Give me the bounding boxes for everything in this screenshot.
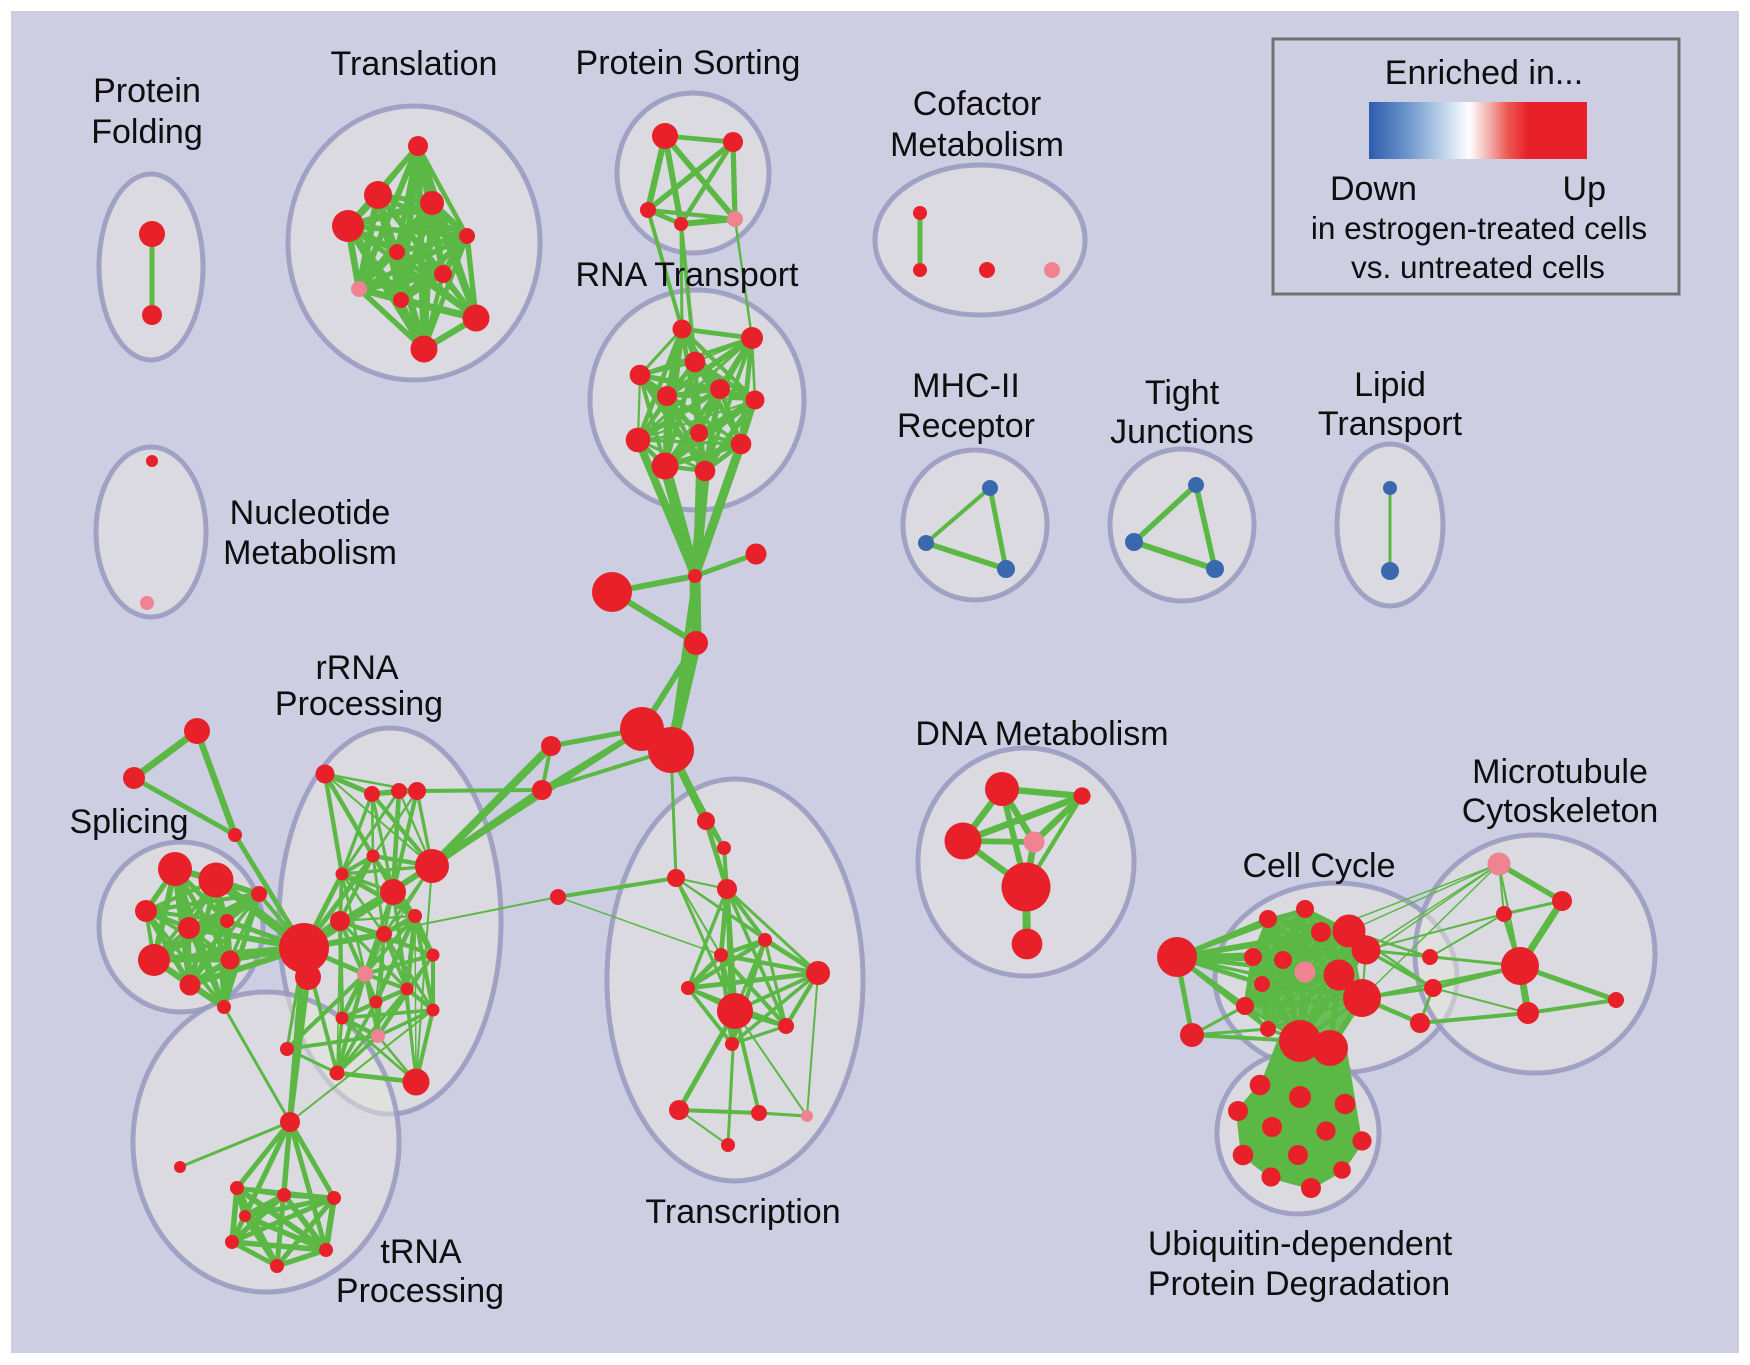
svg-text:rRNA: rRNA bbox=[315, 649, 398, 687]
svg-text:Folding: Folding bbox=[91, 113, 203, 151]
svg-text:Enriched in...: Enriched in... bbox=[1385, 54, 1583, 92]
svg-text:Translation: Translation bbox=[331, 45, 498, 83]
svg-text:in estrogen-treated cells: in estrogen-treated cells bbox=[1311, 210, 1647, 246]
svg-text:vs. untreated cells: vs. untreated cells bbox=[1351, 249, 1605, 285]
svg-text:DNA Metabolism: DNA Metabolism bbox=[915, 715, 1168, 753]
svg-text:Up: Up bbox=[1563, 170, 1606, 208]
svg-text:Processing: Processing bbox=[336, 1272, 504, 1310]
svg-text:Ubiquitin-dependent: Ubiquitin-dependent bbox=[1148, 1225, 1453, 1263]
svg-text:Splicing: Splicing bbox=[69, 803, 188, 841]
svg-text:Lipid: Lipid bbox=[1354, 366, 1426, 404]
svg-text:Protein: Protein bbox=[93, 72, 201, 110]
svg-text:MHC-II: MHC-II bbox=[912, 367, 1020, 405]
svg-text:Tight: Tight bbox=[1145, 374, 1220, 412]
svg-text:Junctions: Junctions bbox=[1110, 413, 1254, 451]
svg-text:Protein Degradation: Protein Degradation bbox=[1148, 1265, 1450, 1303]
svg-text:Metabolism: Metabolism bbox=[223, 534, 397, 572]
svg-text:Processing: Processing bbox=[275, 685, 443, 723]
svg-text:Cell Cycle: Cell Cycle bbox=[1242, 847, 1395, 885]
svg-text:Cytoskeleton: Cytoskeleton bbox=[1462, 792, 1659, 830]
svg-text:Transcription: Transcription bbox=[645, 1193, 840, 1231]
svg-text:RNA Transport: RNA Transport bbox=[576, 256, 800, 294]
svg-text:Protein Sorting: Protein Sorting bbox=[576, 44, 801, 82]
svg-text:Cofactor: Cofactor bbox=[913, 85, 1042, 123]
svg-text:Down: Down bbox=[1330, 170, 1417, 208]
svg-text:Nucleotide: Nucleotide bbox=[230, 494, 391, 532]
svg-text:tRNA: tRNA bbox=[380, 1233, 462, 1271]
svg-text:Transport: Transport bbox=[1318, 405, 1463, 443]
svg-text:Receptor: Receptor bbox=[897, 407, 1035, 445]
svg-text:Metabolism: Metabolism bbox=[890, 126, 1064, 164]
svg-text:Microtubule: Microtubule bbox=[1472, 753, 1648, 791]
